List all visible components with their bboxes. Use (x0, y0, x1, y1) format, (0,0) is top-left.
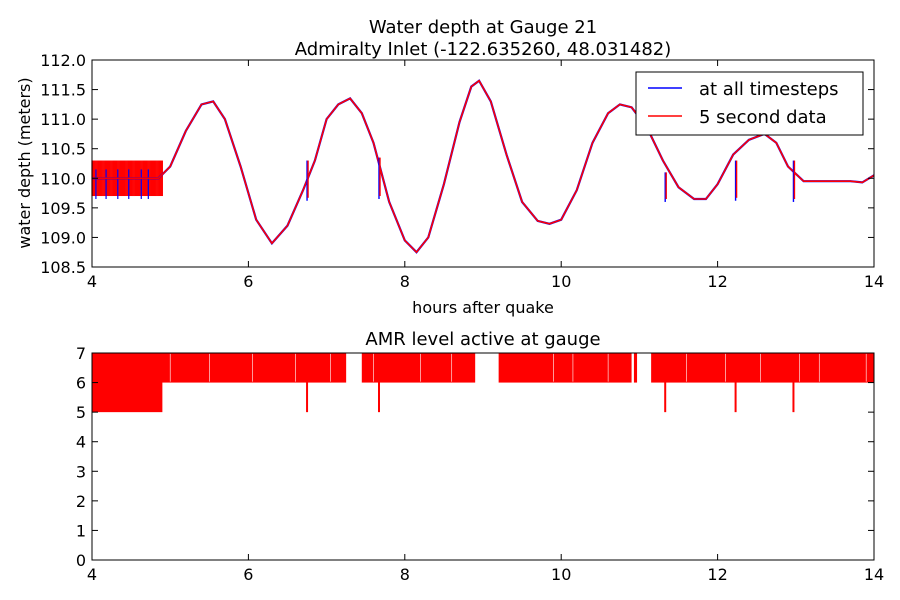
top-chart-title-line1: Water depth at Gauge 21 (369, 17, 597, 38)
amr-texture (169, 353, 867, 382)
amr-level-band-5-7 (92, 353, 163, 413)
amr-level-band-6-7 (361, 353, 476, 383)
y-tick-label: 110.0 (40, 169, 86, 188)
y-tick-label: 4 (76, 433, 86, 452)
legend-label-all-timesteps: at all timesteps (699, 79, 839, 100)
y-tick-label: 0 (76, 551, 86, 570)
y-tick-label: 6 (76, 374, 86, 393)
y-tick-label: 7 (76, 344, 86, 363)
series-line-5-second (92, 79, 875, 254)
x-tick-label: 6 (243, 565, 253, 584)
x-tick-label: 14 (864, 272, 884, 291)
x-tick-label: 8 (400, 272, 410, 291)
amr-level-band-6-7 (633, 353, 638, 383)
legend-label-5-second: 5 second data (699, 107, 827, 128)
y-tick-label: 2 (76, 492, 86, 511)
amr-level-band-6-7 (651, 353, 874, 383)
oscillation-band (91, 160, 163, 199)
y-tick-label: 110.5 (40, 140, 86, 159)
bottom-plot-area (92, 353, 874, 413)
y-tick-label: 109.5 (40, 199, 86, 218)
x-tick-label: 12 (707, 565, 727, 584)
y-tick-label: 108.5 (40, 258, 86, 277)
y-tick-label: 5 (76, 403, 86, 422)
x-tick-label: 10 (551, 565, 571, 584)
bottom-plot-frame (91, 352, 875, 561)
top-x-axis-label: hours after quake (412, 298, 554, 317)
y-tick-label: 112.0 (40, 51, 86, 70)
top-plot-area (91, 79, 875, 254)
y-tick-label: 111.0 (40, 110, 86, 129)
y-tick-label: 3 (76, 462, 86, 481)
x-tick-label: 14 (864, 565, 884, 584)
top-legend: at all timesteps 5 second data (635, 71, 864, 136)
amr-level-band-6-7 (498, 353, 632, 383)
top-y-axis-label: water depth (meters) (15, 77, 34, 248)
top-chart-title-line2: Admiralty Inlet (-122.635260, 48.031482) (295, 39, 672, 60)
legend-box (635, 71, 864, 136)
y-tick-label: 111.5 (40, 81, 86, 100)
x-tick-label: 12 (707, 272, 727, 291)
bottom-chart-title: AMR level active at gauge (365, 329, 600, 350)
y-tick-label: 1 (76, 521, 86, 540)
x-tick-label: 4 (87, 565, 97, 584)
top-plot-frame (91, 59, 875, 268)
y-tick-label: 109.0 (40, 228, 86, 247)
top-axis-ticks: 4 6 8 10 12 14 108.5 109.0 109.5 110.0 110.5 111.0 1… (40, 51, 884, 291)
x-tick-label: 6 (243, 272, 253, 291)
x-tick-label: 10 (551, 272, 571, 291)
x-tick-label: 4 (87, 272, 97, 291)
x-tick-label: 8 (400, 565, 410, 584)
